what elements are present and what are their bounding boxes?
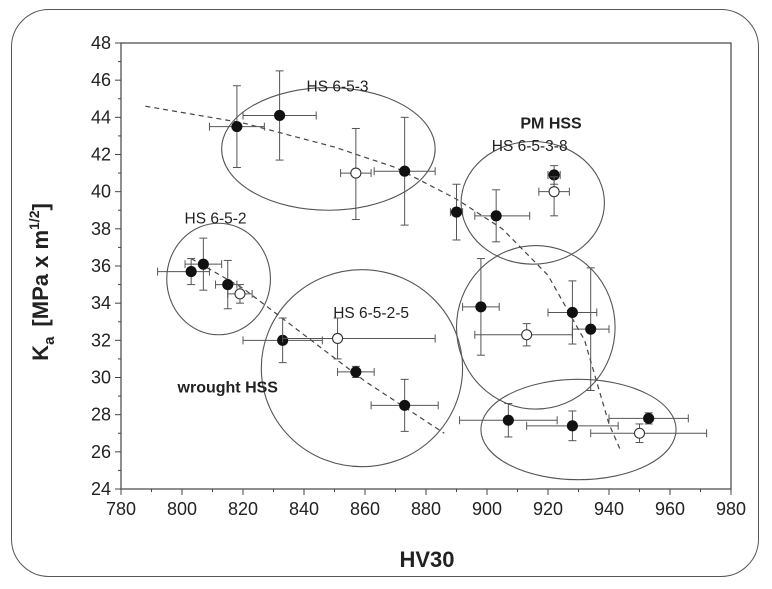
- y-axis-title: Ka [MPa x m1/2]: [26, 203, 58, 361]
- group-ellipse: [260, 269, 464, 468]
- y-tick-label: 38: [91, 219, 111, 239]
- data-point-group: [608, 412, 689, 425]
- x-tick-label: 800: [167, 499, 197, 519]
- y-tick-label: 26: [91, 442, 111, 462]
- data-point-open: [548, 186, 560, 198]
- data-point-filled: [274, 109, 286, 122]
- y-tick-label: 28: [91, 405, 111, 425]
- data-point-group: [215, 259, 238, 310]
- annotation-label: HS 6-5-3: [307, 78, 369, 95]
- data-point-filled: [399, 399, 411, 411]
- data-point-filled: [399, 165, 411, 177]
- group-ellipse: [480, 378, 677, 481]
- data-point-open: [350, 167, 362, 179]
- data-point-group: [538, 176, 570, 217]
- x-tick-label: 940: [594, 499, 624, 519]
- y-axis-title-unit: [MPa x m: [28, 230, 53, 327]
- annotation-label: PM HSS: [520, 115, 582, 132]
- data-point-filled: [197, 258, 209, 270]
- x-tick-label: 900: [472, 499, 502, 519]
- data-point-group: [449, 183, 464, 241]
- trend-line: [145, 105, 622, 453]
- data-point-group: [227, 284, 253, 304]
- data-point-group: [157, 258, 210, 286]
- group-ellipse: [166, 222, 271, 336]
- y-axis-title-close: ]: [28, 203, 53, 210]
- annotation-label: HS 6-5-2-5: [333, 305, 409, 322]
- group-ellipse: [455, 245, 616, 410]
- y-tick-label: 34: [91, 293, 111, 313]
- y-tick-label: 36: [91, 256, 111, 276]
- x-axis-title: HV30: [399, 547, 454, 572]
- plot-area-border: [120, 42, 732, 490]
- data-point-group: [547, 280, 598, 345]
- data-point-group: [373, 116, 436, 226]
- data-point-group: [340, 127, 372, 221]
- y-tick-label: 46: [91, 70, 111, 90]
- trend-line: [190, 258, 445, 434]
- data-point-filled: [490, 210, 502, 222]
- data-point-group: [590, 423, 708, 444]
- group-ellipse: [221, 87, 436, 211]
- data-point-group: [337, 365, 375, 378]
- y-tick-label: 40: [91, 182, 111, 202]
- y-tick-label: 44: [91, 107, 111, 127]
- y-axis-title-main: K: [28, 345, 53, 361]
- y-tick-label: 24: [91, 479, 111, 499]
- x-tick-label: 880: [411, 499, 441, 519]
- ellipse-layer: [166, 87, 677, 481]
- data-point-filled: [502, 414, 514, 426]
- data-point-group: [242, 70, 317, 161]
- annotation-label: HS 6-5-2: [185, 210, 247, 227]
- data-point-filled: [231, 121, 243, 133]
- axes-layer: 780 800 820 840 860 880 900 920 940 960 980 24 26 28 3…: [91, 33, 746, 519]
- group-ellipse: [460, 140, 605, 265]
- data-point-open: [234, 288, 246, 300]
- annotation-label: wrought HSS: [177, 379, 279, 396]
- y-tick-label: 48: [91, 33, 111, 53]
- data-point-filled: [566, 420, 578, 432]
- data-point-group: [282, 317, 436, 360]
- x-tick-label: 960: [655, 499, 685, 519]
- x-tick-label: 820: [228, 499, 258, 519]
- data-point-group: [474, 323, 573, 347]
- x-tick-label: 840: [289, 499, 319, 519]
- trend-layer: [145, 105, 622, 453]
- y-tick-label: 30: [91, 368, 111, 388]
- data-point-group: [184, 237, 223, 291]
- data-point-filled: [350, 366, 362, 378]
- data-point-group: [462, 258, 500, 356]
- point-layer: [157, 70, 708, 444]
- figure-frame: [11, 9, 759, 577]
- x-tick-label: 980: [716, 499, 746, 519]
- annotation-label: HS 6-5-3-8: [492, 138, 568, 155]
- y-tick-label: 32: [91, 330, 111, 350]
- data-point-group: [474, 189, 531, 243]
- data-point-group: [208, 85, 265, 169]
- x-tick-label: 780: [106, 499, 136, 519]
- data-point-group: [459, 403, 558, 438]
- data-point-filled: [222, 279, 234, 291]
- y-axis-title-sup: 1/2: [26, 210, 42, 230]
- data-point-filled: [643, 412, 655, 424]
- y-tick-label: 42: [91, 145, 111, 165]
- data-point-group: [571, 267, 610, 392]
- data-point-filled: [566, 306, 578, 319]
- data-point-filled: [475, 301, 487, 313]
- annotation-layer: HS 6-5-3 PM HSS HS 6-5-3-8 HS 6-5-2 HS 6-5-2…: [177, 78, 583, 396]
- x-tick-label: 860: [350, 499, 380, 519]
- svg-text:Ka[MPa x m1/2]: Ka [MPa x m1/2]: [26, 203, 58, 361]
- data-point-open: [633, 427, 646, 439]
- data-point-open: [331, 332, 344, 345]
- data-point-open: [521, 329, 533, 341]
- data-point-group: [370, 378, 439, 432]
- x-tick-label: 920: [533, 499, 563, 519]
- data-point-group: [526, 410, 619, 442]
- data-point-filled: [185, 266, 197, 278]
- data-point-filled: [585, 323, 597, 335]
- data-point-filled: [450, 206, 463, 218]
- y-axis-title-sub: a: [41, 336, 58, 345]
